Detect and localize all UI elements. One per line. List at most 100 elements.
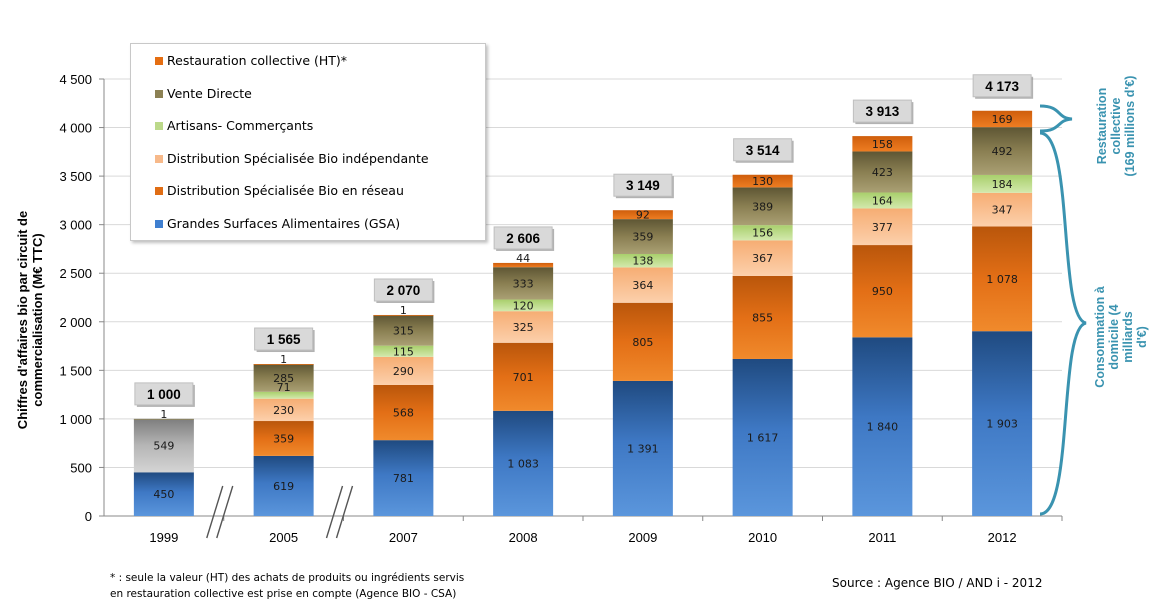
data-label: 120: [513, 299, 534, 312]
bar-segment: [972, 127, 1033, 175]
footnote-line-1: * : seule la valeur (HT) des achats de p…: [110, 572, 465, 584]
total-label: 4 173: [985, 79, 1019, 94]
bar-segment: [972, 192, 1033, 227]
data-label: 1: [160, 408, 167, 421]
data-label: 1: [280, 353, 287, 366]
footnote: * : seule la valeur (HT) des achats de p…: [110, 570, 464, 602]
total-label: 1 000: [147, 387, 181, 402]
bar-segment: [373, 315, 434, 346]
bar-segment: [493, 299, 554, 312]
bar-segment: [373, 356, 434, 385]
y-tick-label: 1 500: [59, 363, 92, 378]
data-label: 333: [513, 277, 534, 290]
data-label: 169: [992, 113, 1013, 126]
data-label: 92: [636, 209, 650, 222]
data-label: 285: [273, 372, 294, 385]
footnote-line-2: en restauration collective est prise en …: [110, 588, 457, 600]
y-axis-title: Chiffres d'affaires bio par circuit de c…: [15, 210, 45, 430]
source-note: Source : Agence BIO / AND i - 2012: [832, 576, 1043, 590]
data-label: 389: [752, 200, 773, 213]
axis-break-mark: [325, 485, 344, 539]
legend-label: Artisans- Commerçants: [167, 118, 314, 134]
data-label: 423: [872, 166, 893, 179]
bar-segment: [852, 245, 913, 338]
data-label: 492: [992, 145, 1013, 158]
x-tick-label: 2010: [748, 530, 777, 545]
data-label: 701: [513, 371, 534, 384]
bar-segment: [373, 384, 434, 441]
legend: Restauration collective (HT)* Vente Direc…: [130, 43, 486, 241]
data-label: 805: [632, 336, 653, 349]
legend-label: Vente Directe: [167, 85, 252, 101]
bar-segment: [373, 440, 434, 516]
data-label: 138: [632, 255, 653, 268]
x-tick-label: 1999: [149, 530, 178, 545]
bar-segment: [253, 364, 314, 365]
legend-label: Distribution Spécialisée Bio en réseau: [167, 183, 404, 199]
brace-domicile: [1039, 131, 1087, 516]
bar-segment: [133, 418, 194, 420]
y-tick-label: 3 000: [59, 218, 92, 233]
bar-segment: [493, 342, 554, 411]
total-label: 3 514: [746, 143, 780, 158]
data-label: 164: [872, 194, 893, 207]
axis-break-mark: [216, 485, 234, 539]
bar-segment: [373, 314, 434, 316]
bar-segment: [253, 398, 314, 422]
bar-segment: [612, 210, 673, 220]
bar-segment: [972, 226, 1033, 332]
legend-label: Distribution Spécialisée Bio indépendant…: [167, 150, 429, 166]
data-label: 359: [632, 231, 653, 244]
bar-segment: [133, 418, 194, 473]
legend-item: Artisans- Commerçants: [155, 118, 314, 134]
legend-swatch: [155, 89, 163, 98]
legend-label: Grandes Surfaces Alimentaires (GSA): [167, 216, 401, 231]
total-box: [613, 173, 673, 197]
data-label: 156: [752, 227, 773, 240]
y-tick-label: 1 000: [59, 412, 92, 427]
legend-item: Restauration collective (HT)*: [155, 53, 348, 68]
x-tick-label: 2007: [389, 530, 418, 545]
legend-swatch: [155, 122, 163, 131]
total-box: [373, 278, 433, 302]
data-label: 347: [992, 204, 1013, 217]
bar-segment: [493, 410, 554, 516]
data-label: 549: [153, 440, 174, 453]
data-label: 1 083: [507, 457, 539, 470]
legend-swatch: [155, 220, 163, 228]
bar-segment: [493, 262, 554, 268]
data-label: 619: [273, 480, 294, 493]
bar-segment: [612, 253, 673, 268]
bar-segment: [972, 331, 1033, 516]
data-label: 184: [992, 178, 1013, 191]
legend-label: Restauration collective (HT)*: [167, 53, 348, 68]
data-label: 364: [632, 279, 653, 292]
bar-segment: [732, 358, 793, 516]
bar-segment: [732, 174, 793, 188]
data-label: 1 391: [627, 442, 659, 455]
legend-item: Grandes Surfaces Alimentaires (GSA): [155, 216, 401, 231]
total-box: [852, 99, 912, 123]
domicile-label-line3: d'€): [1135, 326, 1149, 348]
data-label: 855: [752, 311, 773, 324]
data-label: 367: [752, 252, 773, 265]
bar-segment: [732, 275, 793, 359]
total-label: 3 913: [865, 104, 899, 119]
data-label: 1 078: [986, 273, 1018, 286]
bar-segment: [732, 225, 793, 241]
bar-segment: [493, 311, 554, 343]
restauration-collective-label: Restauration collective (169 millions d'…: [1095, 71, 1137, 181]
data-label: 359: [273, 432, 294, 445]
y-tick-label: 2 500: [59, 266, 92, 281]
total-box: [254, 327, 314, 351]
bar-segment: [612, 267, 673, 303]
bar-segment: [972, 110, 1033, 128]
bar-segment: [732, 240, 793, 276]
data-label: 781: [393, 472, 414, 485]
legend-item: Distribution Spécialisée Bio en réseau: [155, 183, 404, 199]
bar-segment: [972, 174, 1033, 193]
x-tick-label: 2009: [628, 530, 657, 545]
y-tick-label: 500: [70, 460, 92, 475]
data-label: 450: [153, 488, 174, 501]
data-label: 130: [752, 175, 773, 188]
